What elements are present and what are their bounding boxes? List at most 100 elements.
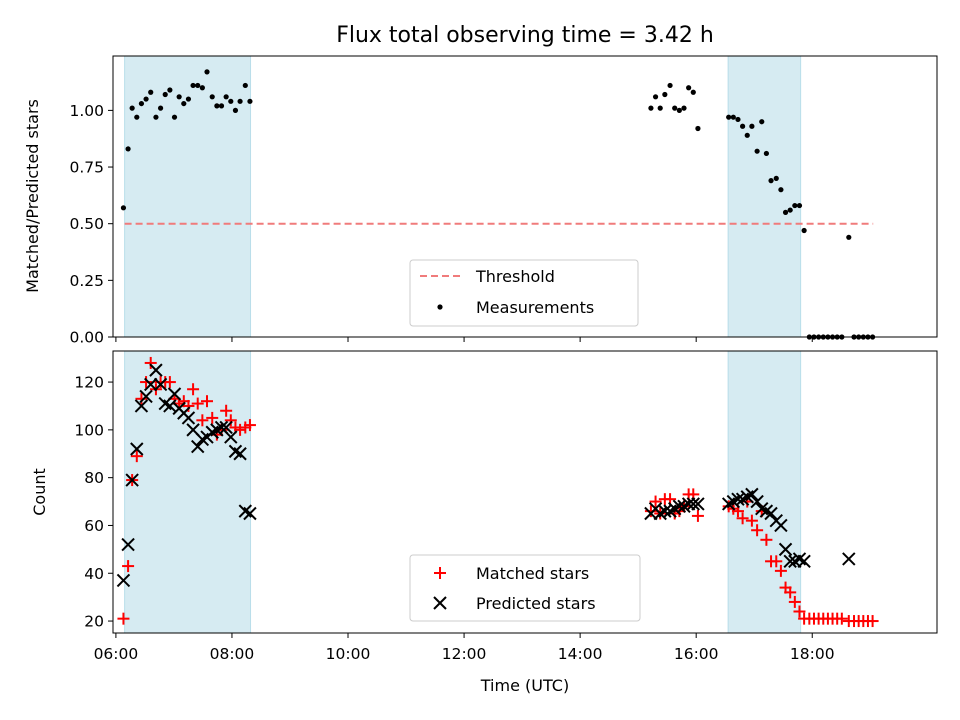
matched-star-point <box>182 399 195 412</box>
matched-star-point <box>191 397 204 410</box>
predicted-star-point <box>130 442 144 456</box>
measurement-point <box>176 94 182 100</box>
matched-star-point <box>140 376 153 389</box>
predicted-star-point <box>224 430 238 444</box>
measurement-point <box>181 100 187 107</box>
matched-star-point <box>745 514 758 527</box>
predicted-star-point <box>691 497 705 511</box>
matched-star-point <box>793 605 806 618</box>
matched-star-point <box>144 356 157 369</box>
measurement-point <box>232 107 239 113</box>
xtick-label: 18:00 <box>790 645 835 663</box>
xtick-label: 06:00 <box>94 645 139 663</box>
matched-star-point <box>770 555 783 568</box>
ytick-label: 0.50 <box>69 215 104 233</box>
ytick-label: 60 <box>84 517 104 535</box>
predicted-star-point <box>167 387 182 401</box>
predicted-star-point <box>116 573 131 588</box>
panel-ratio: 0.00 0.25 0.50 0.75 1.00 Matched/Predicted s… <box>23 55 938 347</box>
measurement-point <box>148 89 154 95</box>
xtick-label: 12:00 <box>442 645 487 663</box>
measurement-point <box>667 82 673 89</box>
predicted-star-point <box>764 506 778 521</box>
xtick-label: 08:00 <box>210 645 255 663</box>
ytick-label: 100 <box>74 421 104 439</box>
matched-star-point <box>187 383 200 396</box>
predicted-star-point <box>181 411 196 425</box>
measurement-point <box>676 107 682 113</box>
matched-star-point <box>866 615 879 628</box>
ytick-label: 0.00 <box>69 329 104 347</box>
legend-box <box>409 554 641 622</box>
matched-star-point <box>751 524 764 537</box>
predicted-star-point <box>153 377 168 392</box>
predicted-star-point <box>658 504 672 518</box>
matched-star-point <box>224 414 237 427</box>
measurement-point <box>171 114 178 120</box>
legend-box <box>409 259 639 327</box>
matched-star-point <box>163 376 176 389</box>
ytick-label: 120 <box>74 374 104 392</box>
measurement-point <box>759 119 765 125</box>
measurement-point <box>773 175 779 181</box>
measurement-point <box>157 105 164 111</box>
measurement-point <box>185 96 192 102</box>
measurement-point <box>134 114 140 120</box>
legend-measurements-swatch <box>437 304 443 310</box>
measurement-point <box>125 146 131 152</box>
ytick-label: 80 <box>84 469 104 487</box>
measurement-point <box>237 98 243 104</box>
predicted-star-point <box>774 518 788 533</box>
measurement-point <box>218 103 225 109</box>
matched-star-point <box>206 411 219 424</box>
matched-star-point <box>644 505 657 518</box>
measurement-point <box>787 207 793 213</box>
predicted-star-point <box>778 542 793 557</box>
panel-counts: 20 40 60 80 100 120 06:00 08:00 10:00 12:00 14:00… <box>30 350 938 695</box>
predicted-star-point <box>745 487 759 502</box>
matched-star-point <box>220 404 233 417</box>
axes-frame-top <box>112 55 938 338</box>
measurement-point <box>778 187 784 193</box>
measurement-point <box>162 91 168 98</box>
measurement-point <box>167 87 173 93</box>
legend-predicted-label: Predicted stars <box>476 594 596 613</box>
xtick-label: 10:00 <box>326 645 371 663</box>
measurement-point <box>686 85 692 91</box>
measurement-point <box>190 82 196 89</box>
measurement-point <box>846 234 852 240</box>
legend-matched-swatch <box>434 567 446 579</box>
matched-star-point <box>130 450 143 463</box>
matched-star-point <box>201 395 214 408</box>
measurement-point <box>735 116 741 123</box>
measurement-point <box>801 227 807 234</box>
measurement-point <box>648 105 654 111</box>
legend-matched-label: Matched stars <box>476 564 589 583</box>
measurement-point <box>768 178 774 184</box>
ytick-label: 0.75 <box>69 159 104 177</box>
predicted-star-point <box>125 473 139 487</box>
measurement-point <box>228 98 234 104</box>
legend-threshold-label: Threshold <box>475 267 555 286</box>
ytick-label: 40 <box>84 565 104 583</box>
measurement-point <box>204 69 210 75</box>
measurement-point <box>247 98 253 104</box>
predicted-star-point <box>233 447 247 461</box>
predicted-star-point <box>144 377 158 392</box>
measurement-point <box>672 105 678 111</box>
measurement-point <box>153 114 159 120</box>
measurement-point <box>792 202 798 209</box>
legend-ratio: Threshold Measurements <box>409 259 639 327</box>
chart-title: Flux total observing time = 3.42 h <box>336 23 714 48</box>
matched-star-point <box>649 495 662 508</box>
matched-star-point <box>234 423 247 436</box>
matched-star-point <box>774 564 787 577</box>
matched-star-point <box>122 560 135 573</box>
matched-star-point <box>135 392 148 405</box>
measurement-point <box>740 123 746 129</box>
ytick-label: 20 <box>84 613 104 631</box>
measurement-point <box>120 205 127 211</box>
measurement-point <box>681 105 687 111</box>
measurement-point <box>223 94 229 100</box>
predicted-star-point <box>149 363 163 377</box>
